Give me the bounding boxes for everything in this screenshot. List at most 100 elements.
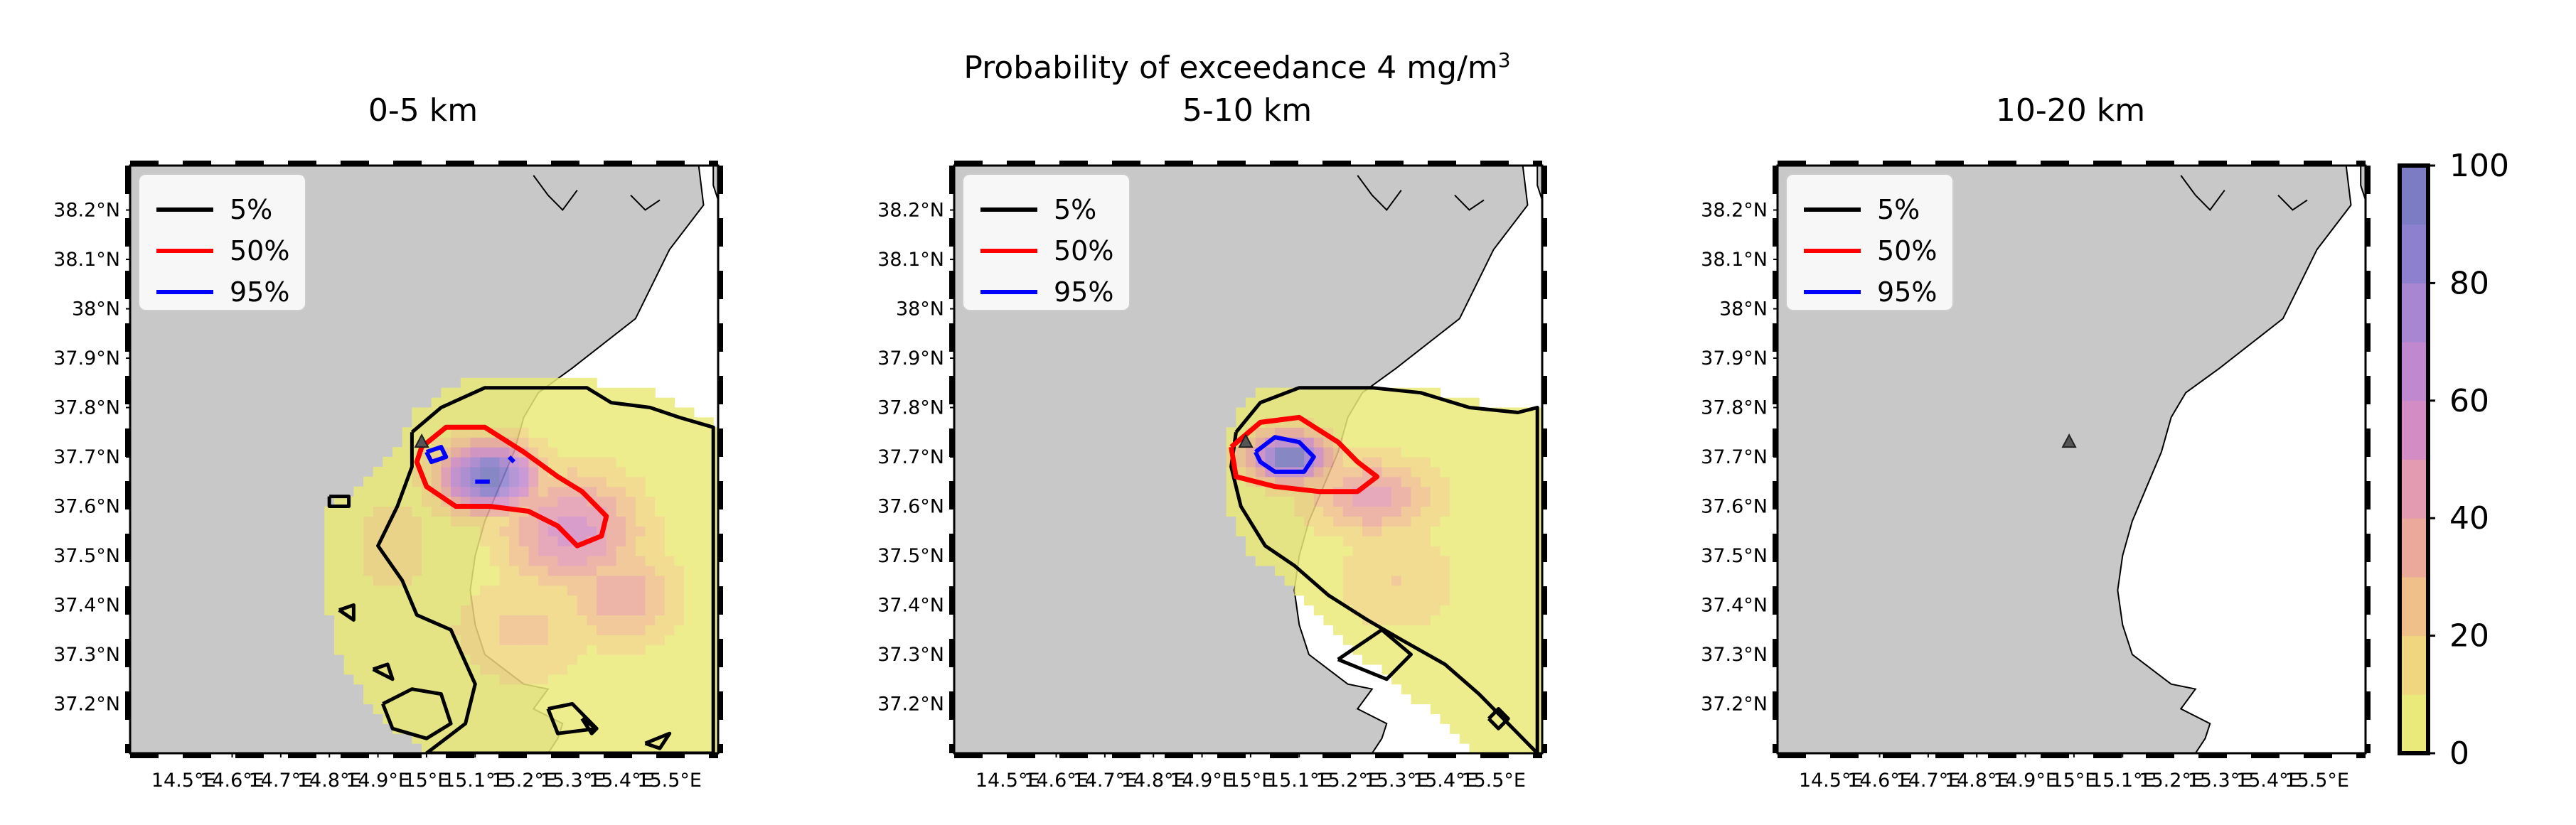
- probability-cell: [693, 476, 705, 487]
- probability-cell: [1352, 516, 1363, 527]
- probability-cell: [392, 556, 403, 566]
- contour-95pct: [507, 455, 516, 464]
- probability-cell: [1459, 694, 1470, 705]
- probability-cell: [626, 595, 636, 606]
- probability-cell: [422, 565, 432, 576]
- probability-cell: [1411, 625, 1421, 635]
- probability-cell: [538, 427, 549, 438]
- probability-cell: [1469, 526, 1480, 536]
- probability-cell: [402, 674, 412, 685]
- probability-cell: [577, 635, 588, 645]
- probability-cell: [518, 585, 530, 596]
- x-tick-label: 15°E: [2051, 770, 2097, 792]
- probability-cell: [528, 486, 539, 497]
- probability-cell: [1421, 546, 1431, 556]
- probability-cell: [470, 486, 481, 497]
- probability-cell: [1372, 437, 1383, 448]
- probability-cell: [693, 546, 705, 556]
- probability-cell: [412, 536, 422, 546]
- probability-cell: [616, 743, 626, 753]
- probability-cell: [499, 654, 510, 665]
- probability-cell: [1488, 476, 1500, 487]
- probability-cell: [597, 496, 607, 507]
- probability-cell: [645, 536, 656, 546]
- probability-cell: [693, 466, 705, 478]
- probability-cell: [1430, 437, 1441, 448]
- probability-cell: [1421, 595, 1431, 606]
- land-calabria: [2360, 166, 2366, 200]
- probability-cell: [1459, 713, 1470, 724]
- probability-cell: [441, 575, 451, 586]
- probability-cell: [1459, 733, 1470, 744]
- probability-cell: [713, 496, 718, 507]
- probability-cell: [499, 466, 510, 478]
- probability-cell: [480, 457, 491, 468]
- probability-cell: [684, 526, 695, 536]
- probability-cell: [635, 437, 646, 448]
- probability-cell: [693, 615, 705, 625]
- probability-cell: [402, 654, 412, 665]
- probability-cell: [645, 575, 656, 586]
- probability-cell: [1479, 595, 1490, 606]
- probability-cell: [684, 476, 695, 487]
- probability-cell: [1498, 733, 1509, 744]
- probability-cell: [616, 516, 626, 527]
- probability-cell: [460, 575, 471, 586]
- probability-cell: [1527, 427, 1538, 438]
- probability-cell: [1323, 407, 1334, 418]
- probability-cell: [597, 733, 607, 744]
- probability-cell: [363, 526, 374, 536]
- probability-cell: [587, 437, 597, 448]
- probability-cell: [1411, 466, 1421, 478]
- probability-cell: [1537, 546, 1542, 556]
- probability-cell: [518, 546, 530, 556]
- legend-label: 50%: [230, 235, 289, 266]
- probability-cell: [1255, 496, 1266, 507]
- probability-cell: [1488, 674, 1500, 685]
- probability-cell: [1421, 654, 1431, 665]
- probability-cell: [1381, 486, 1392, 497]
- probability-cell: [1450, 723, 1460, 734]
- probability-cell: [343, 526, 354, 536]
- probability-cell: [1362, 605, 1373, 615]
- probability-cell: [1440, 684, 1450, 695]
- probability-cell: [1479, 723, 1490, 734]
- probability-cell: [1313, 417, 1325, 428]
- probability-cell: [703, 654, 714, 665]
- probability-cell: [1362, 585, 1373, 596]
- probability-cell: [1440, 417, 1450, 428]
- probability-cell: [1401, 664, 1412, 675]
- probability-cell: [518, 713, 530, 724]
- probability-cell: [518, 635, 530, 645]
- probability-cell: [1488, 694, 1500, 705]
- probability-cell: [1508, 743, 1519, 753]
- probability-cell: [1294, 496, 1305, 507]
- probability-cell: [684, 466, 695, 478]
- probability-cell: [616, 674, 626, 685]
- y-tick-label: 37.7°N: [1701, 446, 1768, 468]
- probability-cell: [597, 723, 607, 734]
- probability-cell: [383, 575, 393, 586]
- probability-cell: [1372, 447, 1383, 458]
- probability-cell: [1479, 605, 1490, 615]
- probability-cell: [1352, 546, 1363, 556]
- probability-cell: [392, 625, 403, 635]
- probability-cell: [606, 516, 617, 527]
- probability-cell: [1469, 437, 1480, 448]
- probability-cell: [334, 615, 345, 625]
- probability-cell: [1421, 585, 1431, 596]
- probability-cell: [1430, 575, 1441, 586]
- probability-cell: [499, 733, 510, 744]
- probability-cell: [363, 605, 374, 615]
- probability-cell: [1430, 526, 1441, 536]
- probability-cell: [470, 457, 481, 468]
- probability-cell: [499, 635, 510, 645]
- probability-cell: [1284, 565, 1295, 576]
- probability-cell: [597, 713, 607, 724]
- coastline: [1454, 194, 1485, 211]
- probability-cell: [1450, 407, 1460, 418]
- probability-cell: [1421, 664, 1431, 675]
- probability-cell: [567, 496, 578, 507]
- probability-cell: [1508, 457, 1519, 468]
- map-frame: [953, 164, 1544, 755]
